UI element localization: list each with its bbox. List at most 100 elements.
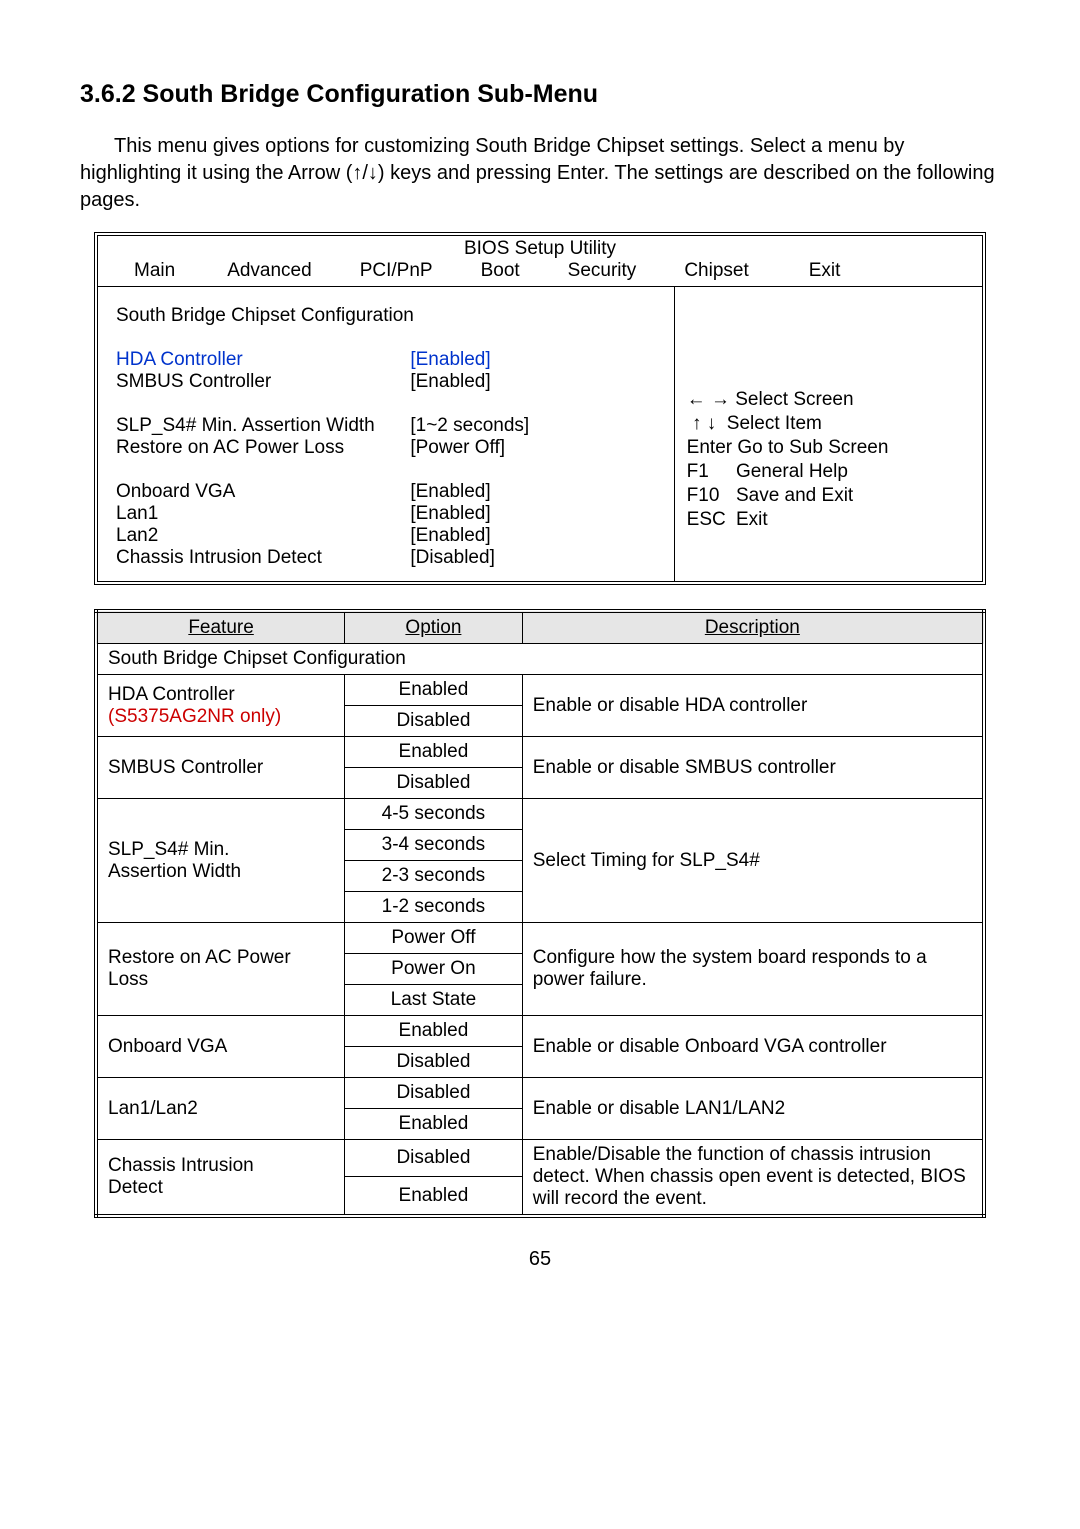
feature-line: Restore on AC Power [108, 947, 334, 969]
bios-title: BIOS Setup Utility [98, 236, 982, 260]
bios-setting-value: [Power Off] [410, 437, 655, 459]
key-label: ESC [687, 509, 731, 531]
description-cell: Enable/Disable the function of chassis i… [522, 1140, 984, 1217]
help-select-item: ↑ ↓ Select Item [687, 413, 970, 435]
option-cell: Power On [345, 954, 523, 985]
bios-setting-label: Onboard VGA [116, 481, 410, 503]
option-cell: Enabled [345, 675, 523, 706]
option-cell: 1-2 seconds [345, 892, 523, 923]
table-row: SLP_S4# Min.Assertion Width4-5 secondsSe… [96, 799, 984, 830]
help-esc: ESC Exit [687, 509, 970, 531]
feature-cell: HDA Controller(S5375AG2NR only) [96, 675, 345, 737]
feature-cell: SLP_S4# Min.Assertion Width [96, 799, 345, 923]
bios-setting-value: [Enabled] [410, 481, 655, 503]
bios-setting-value: [Disabled] [410, 547, 655, 569]
bios-setting-value: [1~2 seconds] [410, 415, 655, 437]
th-option: Option [345, 611, 523, 644]
help-text: Exit [736, 509, 768, 530]
option-cell: 4-5 seconds [345, 799, 523, 830]
bios-setting-value: [Enabled] [410, 349, 655, 371]
option-cell: Enabled [345, 1109, 523, 1140]
option-cell: Power Off [345, 923, 523, 954]
option-cell: Disabled [345, 706, 523, 737]
section-heading: 3.6.2 South Bridge Configuration Sub-Men… [80, 80, 1000, 109]
bios-tab-bar: MainAdvancedPCI/PnPBootSecurityChipsetEx… [98, 260, 982, 287]
option-cell: Enabled [345, 1177, 523, 1216]
bios-setting-row: Lan1[Enabled] [116, 503, 656, 525]
table-row: Lan1/Lan2DisabledEnable or disable LAN1/… [96, 1078, 984, 1109]
bios-setting-label: SLP_S4# Min. Assertion Width [116, 415, 410, 437]
description-cell: Enable or disable SMBUS controller [522, 737, 984, 799]
option-cell: Disabled [345, 1047, 523, 1078]
th-feature: Feature [96, 611, 345, 644]
feature-table: Feature Option Description South Bridge … [94, 609, 986, 1218]
bios-setting-row: HDA Controller[Enabled] [116, 349, 656, 371]
feature-cell: Lan1/Lan2 [96, 1078, 345, 1140]
table-row: HDA Controller(S5375AG2NR only)EnabledEn… [96, 675, 984, 706]
help-enter: Enter Go to Sub Screen [687, 437, 970, 459]
bios-setting-label: SMBUS Controller [116, 371, 410, 393]
bios-setting-row: SMBUS Controller[Enabled] [116, 371, 656, 393]
bios-setting-row: Lan2[Enabled] [116, 525, 656, 547]
key-label: F10 [687, 485, 731, 507]
bios-setting-label: Lan2 [116, 525, 410, 547]
option-cell: 2-3 seconds [345, 861, 523, 892]
bios-tab: Security [562, 260, 643, 282]
help-text: Save and Exit [736, 485, 853, 506]
feature-line: Assertion Width [108, 861, 334, 883]
description-cell: Enable or disable LAN1/LAN2 [522, 1078, 984, 1140]
help-f1: F1 General Help [687, 461, 970, 483]
feature-cell: SMBUS Controller [96, 737, 345, 799]
feature-cell: Chassis IntrusionDetect [96, 1140, 345, 1217]
bios-setting-label: HDA Controller [116, 349, 410, 371]
bios-setting-row: Onboard VGA[Enabled] [116, 481, 656, 503]
help-f10: F10 Save and Exit [687, 485, 970, 507]
bios-tab: Advanced [221, 260, 318, 282]
description-cell: Enable or disable Onboard VGA controller [522, 1016, 984, 1078]
table-section-row: South Bridge Chipset Configuration [96, 644, 984, 675]
feature-line: HDA Controller [108, 684, 334, 706]
bios-section-title: South Bridge Chipset Configuration [116, 305, 656, 327]
feature-line: Lan1/Lan2 [108, 1098, 334, 1120]
table-row: SMBUS ControllerEnabledEnable or disable… [96, 737, 984, 768]
option-cell: Disabled [345, 1078, 523, 1109]
table-row: Chassis IntrusionDetectDisabledEnable/Di… [96, 1140, 984, 1177]
arrows-lr-icon: ← → [687, 389, 730, 410]
bios-help-panel: ← → Select Screen ↑ ↓ Select Item Enter … [674, 287, 982, 581]
bios-setting-label: Lan1 [116, 503, 410, 525]
bios-tab: Boot [475, 260, 526, 282]
table-row: Restore on AC PowerLossPower OffConfigur… [96, 923, 984, 954]
bios-setting-row: SLP_S4# Min. Assertion Width[1~2 seconds… [116, 415, 656, 437]
description-cell: Enable or disable HDA controller [522, 675, 984, 737]
help-text: Select Item [727, 413, 822, 434]
th-description: Description [522, 611, 984, 644]
bios-setting-value: [Enabled] [410, 525, 655, 547]
page-number: 65 [80, 1248, 1000, 1271]
bios-setting-label: Chassis Intrusion Detect [116, 547, 410, 569]
feature-line: SLP_S4# Min. [108, 839, 334, 861]
option-cell: Disabled [345, 768, 523, 799]
option-cell: 3-4 seconds [345, 830, 523, 861]
help-text: General Help [736, 461, 848, 482]
bios-setting-row: Restore on AC Power Loss[Power Off] [116, 437, 656, 459]
feature-cell: Onboard VGA [96, 1016, 345, 1078]
option-cell: Enabled [345, 1016, 523, 1047]
bios-tab: Main [128, 260, 181, 282]
feature-line: Loss [108, 969, 334, 991]
feature-line: (S5375AG2NR only) [108, 706, 334, 728]
bios-left-panel: South Bridge Chipset Configuration HDA C… [98, 287, 674, 581]
bios-tab: PCI/PnP [354, 260, 439, 282]
feature-line: Detect [108, 1177, 334, 1199]
option-cell: Last State [345, 985, 523, 1016]
help-text: Select Screen [735, 389, 853, 410]
feature-line: Chassis Intrusion [108, 1155, 334, 1177]
help-select-screen: ← → Select Screen [687, 389, 970, 411]
arrows-ud-icon: ↑ ↓ [692, 413, 716, 434]
description-cell: Select Timing for SLP_S4# [522, 799, 984, 923]
bios-tab: Chipset [678, 260, 754, 282]
table-row: Onboard VGAEnabledEnable or disable Onbo… [96, 1016, 984, 1047]
bios-setting-value: [Enabled] [410, 503, 655, 525]
key-label: F1 [687, 461, 731, 483]
bios-setting-label: Restore on AC Power Loss [116, 437, 410, 459]
feature-cell: Restore on AC PowerLoss [96, 923, 345, 1016]
